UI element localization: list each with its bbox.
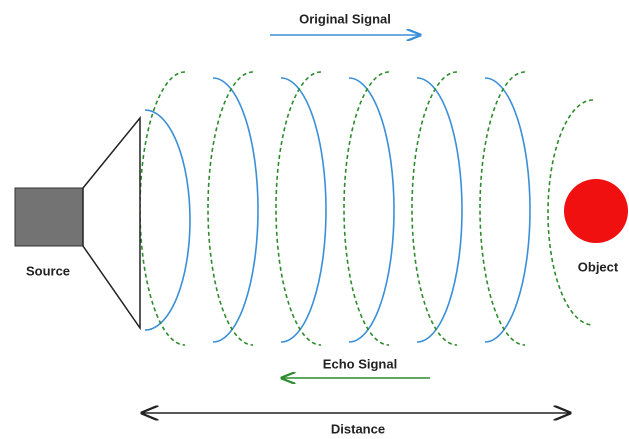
waves <box>139 71 594 346</box>
blue-wave <box>416 77 463 343</box>
green-wave <box>207 71 254 346</box>
green-wave <box>547 99 594 326</box>
original-label: Original Signal <box>299 11 391 26</box>
object-label: Object <box>578 259 619 274</box>
echo-label: Echo Signal <box>323 356 397 371</box>
object-circle <box>564 179 628 243</box>
green-wave <box>411 71 458 346</box>
green-wave <box>139 71 186 346</box>
green-wave <box>343 71 390 346</box>
blue-wave <box>212 77 259 343</box>
source-box <box>14 187 84 247</box>
blue-wave <box>484 77 531 343</box>
horn <box>82 115 141 331</box>
blue-wave <box>348 77 395 343</box>
green-wave <box>275 71 322 346</box>
green-wave <box>479 71 526 346</box>
blue-wave <box>280 77 327 343</box>
blue-wave <box>144 109 191 331</box>
source-label: Source <box>26 263 70 278</box>
distance-label: Distance <box>331 421 385 436</box>
